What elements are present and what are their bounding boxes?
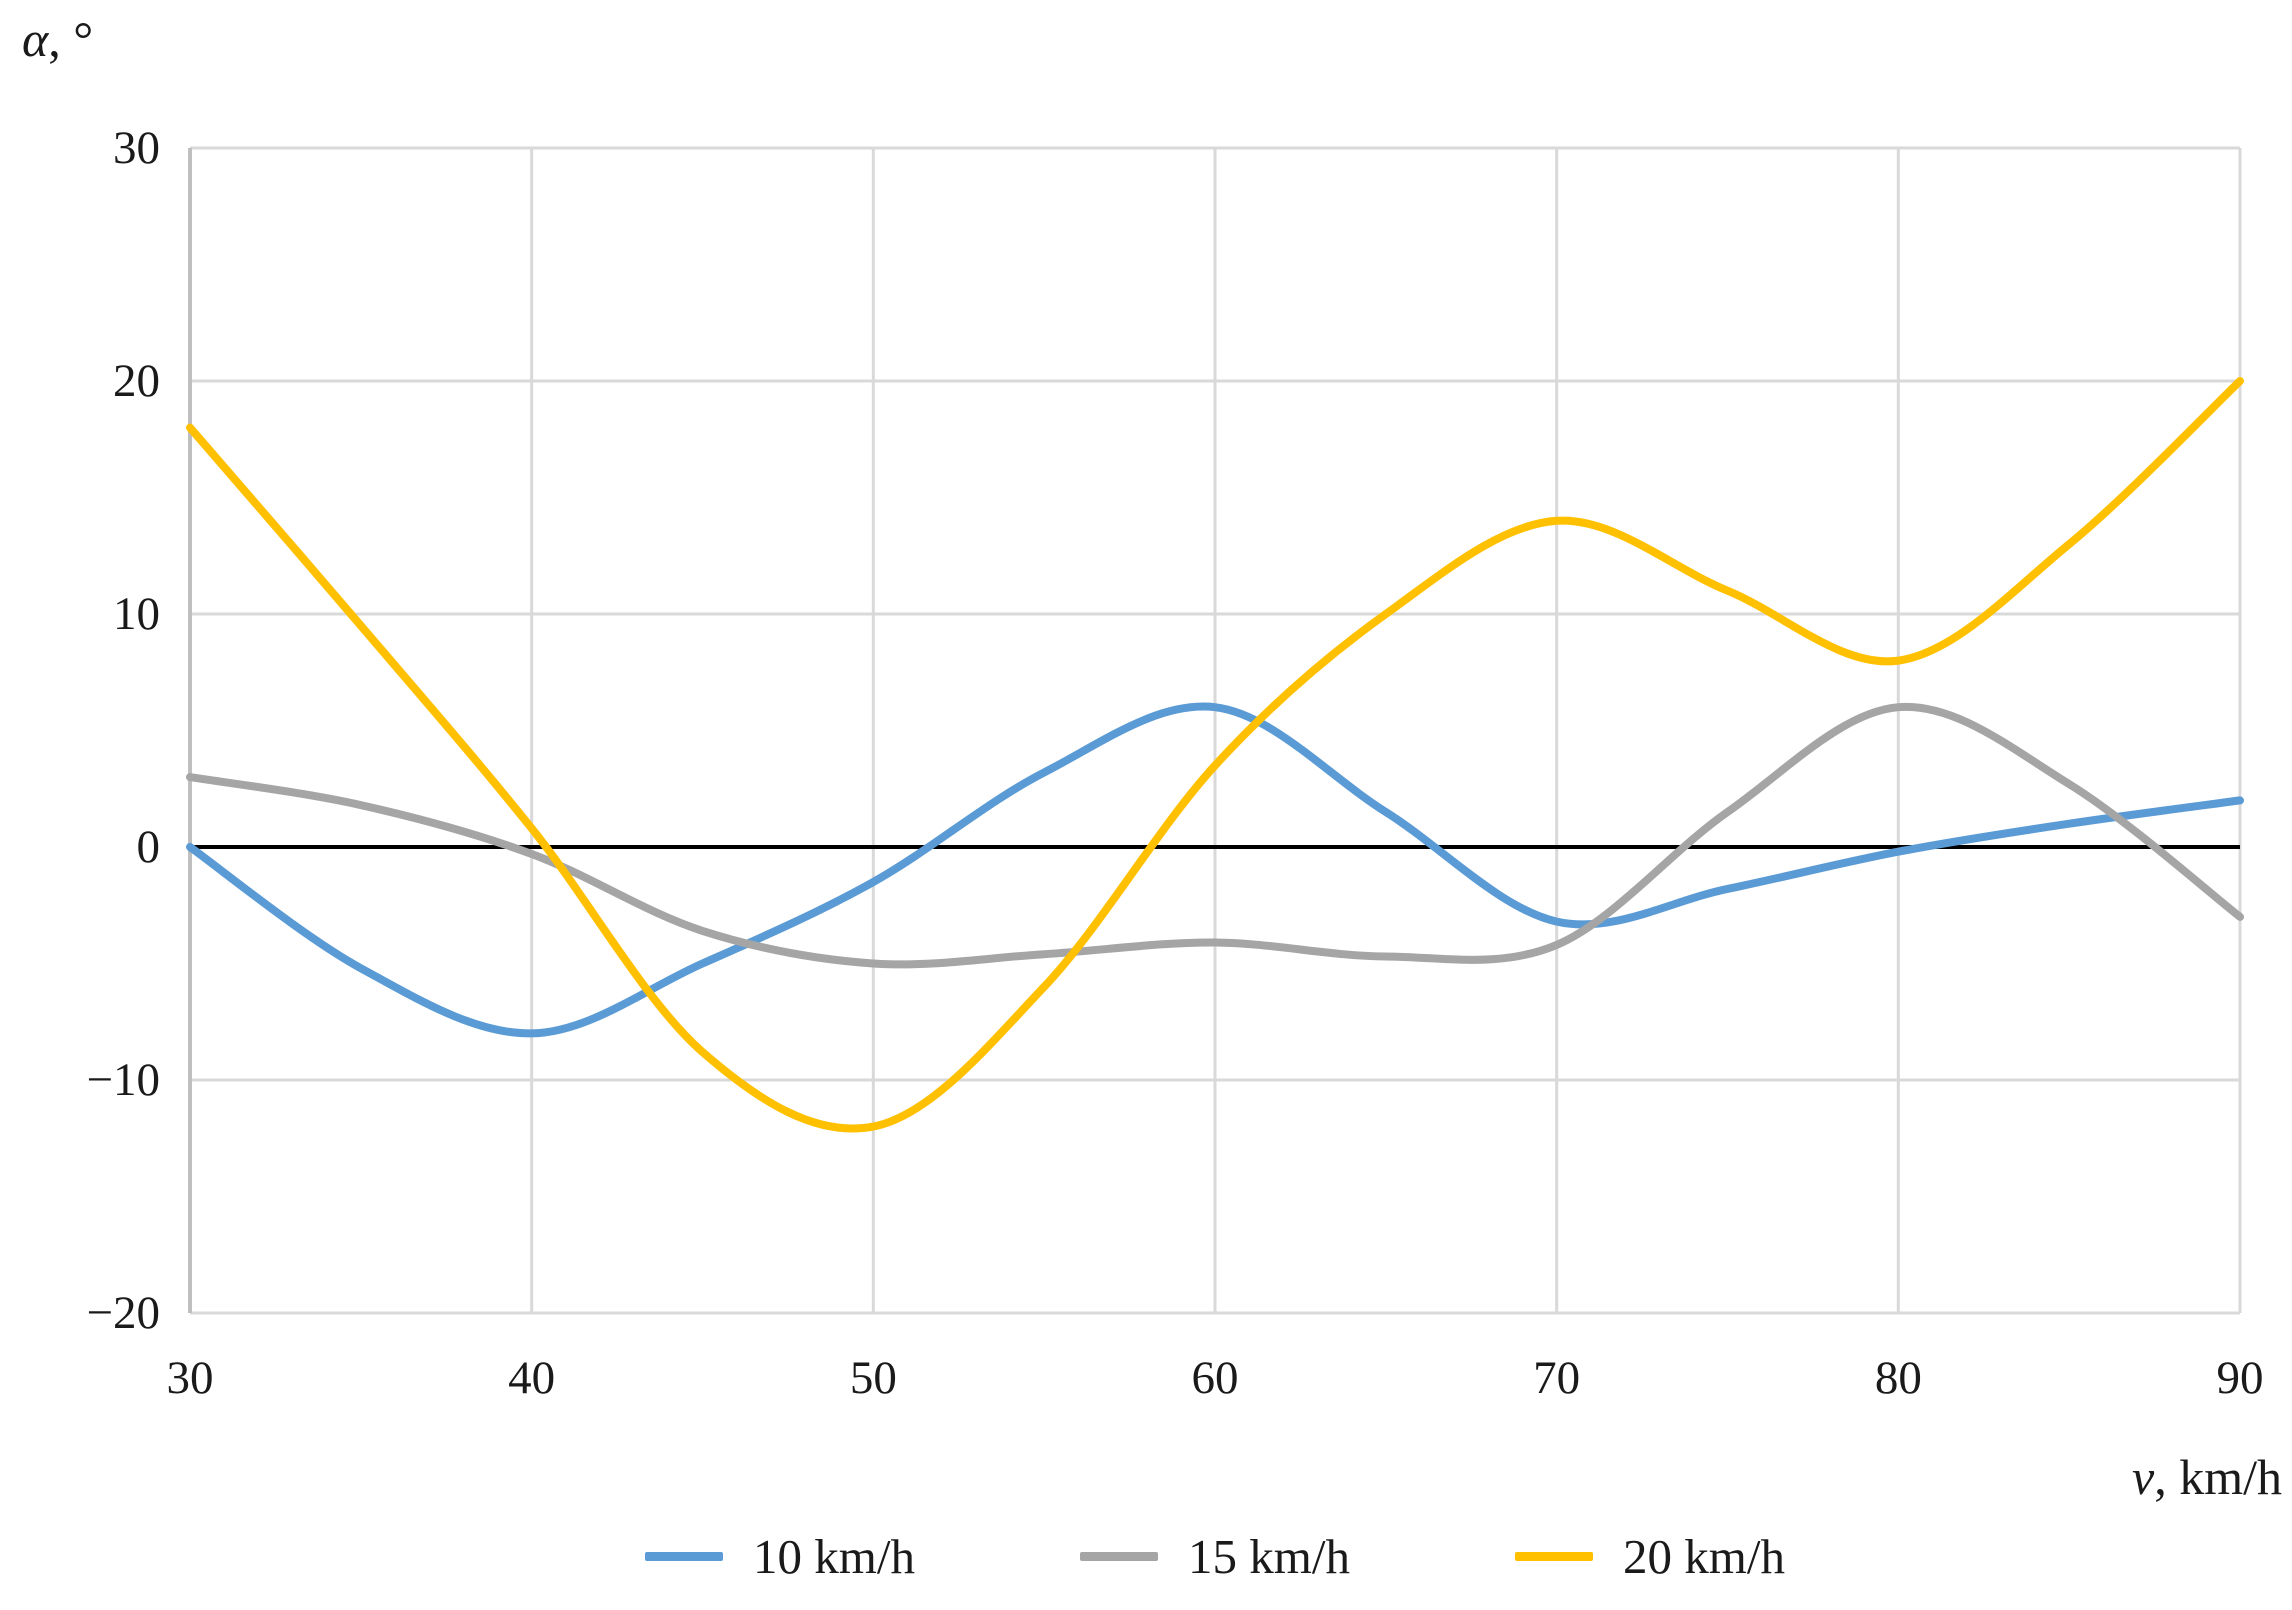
series-line-15-km-h: [186, 702, 2244, 969]
legend-item: 20 km/h: [1514, 1528, 1785, 1585]
legend-item: 15 km/h: [1080, 1528, 1350, 1585]
x-tick-label: 90: [2216, 1352, 2264, 1404]
x-tick-label: 30: [166, 1352, 214, 1404]
y-tick-label: 10: [113, 588, 160, 640]
x-axis-title: v, km/h: [2132, 1448, 2282, 1506]
legend-line-swatch: [1080, 1552, 1158, 1561]
y-tick-label: −20: [86, 1287, 160, 1339]
series-line-10-km-h: [186, 702, 2244, 1038]
legend: 10 km/h 15 km/h 20 km/h: [190, 1528, 2240, 1585]
x-tick-label: 50: [849, 1352, 897, 1404]
legend-label: 10 km/h: [753, 1529, 915, 1584]
x-tick-label: 60: [1191, 1352, 1239, 1404]
y-axis-title-symbol: α: [22, 11, 49, 67]
y-tick-label: 0: [136, 821, 161, 873]
x-tick-label: 70: [1533, 1352, 1581, 1404]
legend-label: 15 km/h: [1188, 1529, 1350, 1584]
y-tick-label: 30: [113, 122, 160, 174]
legend-item: 10 km/h: [645, 1528, 915, 1585]
y-axis-title: α, °: [22, 10, 93, 68]
legend-label: 20 km/h: [1622, 1529, 1785, 1584]
legend-line-swatch: [645, 1552, 724, 1561]
legend-line-swatch: [1514, 1552, 1593, 1561]
y-tick-label: 20: [113, 355, 160, 407]
x-axis-title-unit: , km/h: [2154, 1449, 2282, 1505]
x-axis-title-symbol: v: [2132, 1449, 2155, 1505]
y-tick-label: −10: [86, 1054, 160, 1106]
x-tick-label: 80: [1874, 1352, 1922, 1404]
series-line-20-km-h: [186, 377, 2244, 1133]
y-axis-title-unit: , °: [48, 11, 94, 67]
x-tick-label: 40: [508, 1352, 556, 1404]
